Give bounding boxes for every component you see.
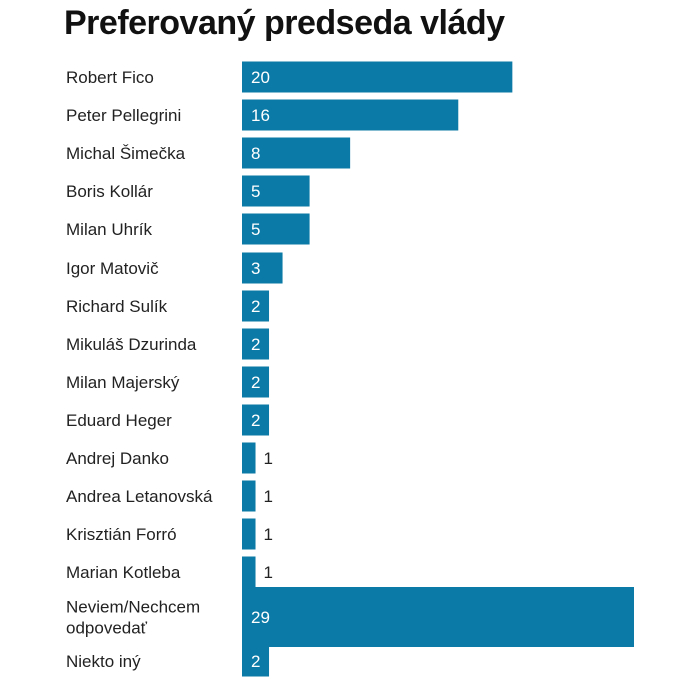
bar [242,213,310,245]
bar [242,442,256,474]
bar [242,404,270,436]
bar [242,61,513,93]
category-label: Igor Matovič [66,259,159,278]
category-label: Eduard Heger [66,411,172,430]
data-label: 29 [251,608,270,627]
data-label: 2 [251,373,260,392]
bar [242,175,310,207]
bar [242,518,256,550]
data-label: 1 [264,563,273,582]
bar [242,366,270,398]
category-label: Boris Kollár [66,182,153,201]
category-label: Richard Sulík [66,297,168,316]
chart-title: Preferovaný predseda vlády [64,4,505,42]
data-label: 5 [251,220,260,239]
data-label: 2 [251,297,260,316]
bar [242,137,351,169]
data-label: 8 [251,144,260,163]
category-label: Neviem/Nechcem odpovedať [66,598,200,638]
bar [242,480,256,512]
category-label: Robert Fico [66,68,154,87]
data-label: 5 [251,182,260,201]
bar [242,252,283,284]
data-label: 16 [251,106,270,125]
category-label: Milan Majerský [66,373,180,392]
category-label: Krisztián Forró [66,525,177,544]
category-label: Michal Šimečka [66,144,186,163]
category-label: Andrej Danko [66,449,169,468]
data-label: 2 [251,652,260,671]
bar [242,556,256,588]
data-label: 1 [264,449,273,468]
category-label: Mikuláš Dzurinda [66,335,197,354]
category-label: Peter Pellegrini [66,106,181,125]
bar [242,587,634,647]
data-label: 2 [251,411,260,430]
bar [242,99,459,131]
category-label: Niekto iný [66,652,141,671]
bar [242,328,270,360]
data-label: 1 [264,525,273,544]
category-label: Marian Kotleba [66,563,181,582]
data-label: 1 [264,487,273,506]
data-label: 20 [251,68,270,87]
category-label: Milan Uhrík [66,220,152,239]
bar [242,290,270,322]
data-label: 2 [251,335,260,354]
bar [242,645,270,677]
category-label: Andrea Letanovská [66,487,213,506]
data-label: 3 [251,259,260,278]
